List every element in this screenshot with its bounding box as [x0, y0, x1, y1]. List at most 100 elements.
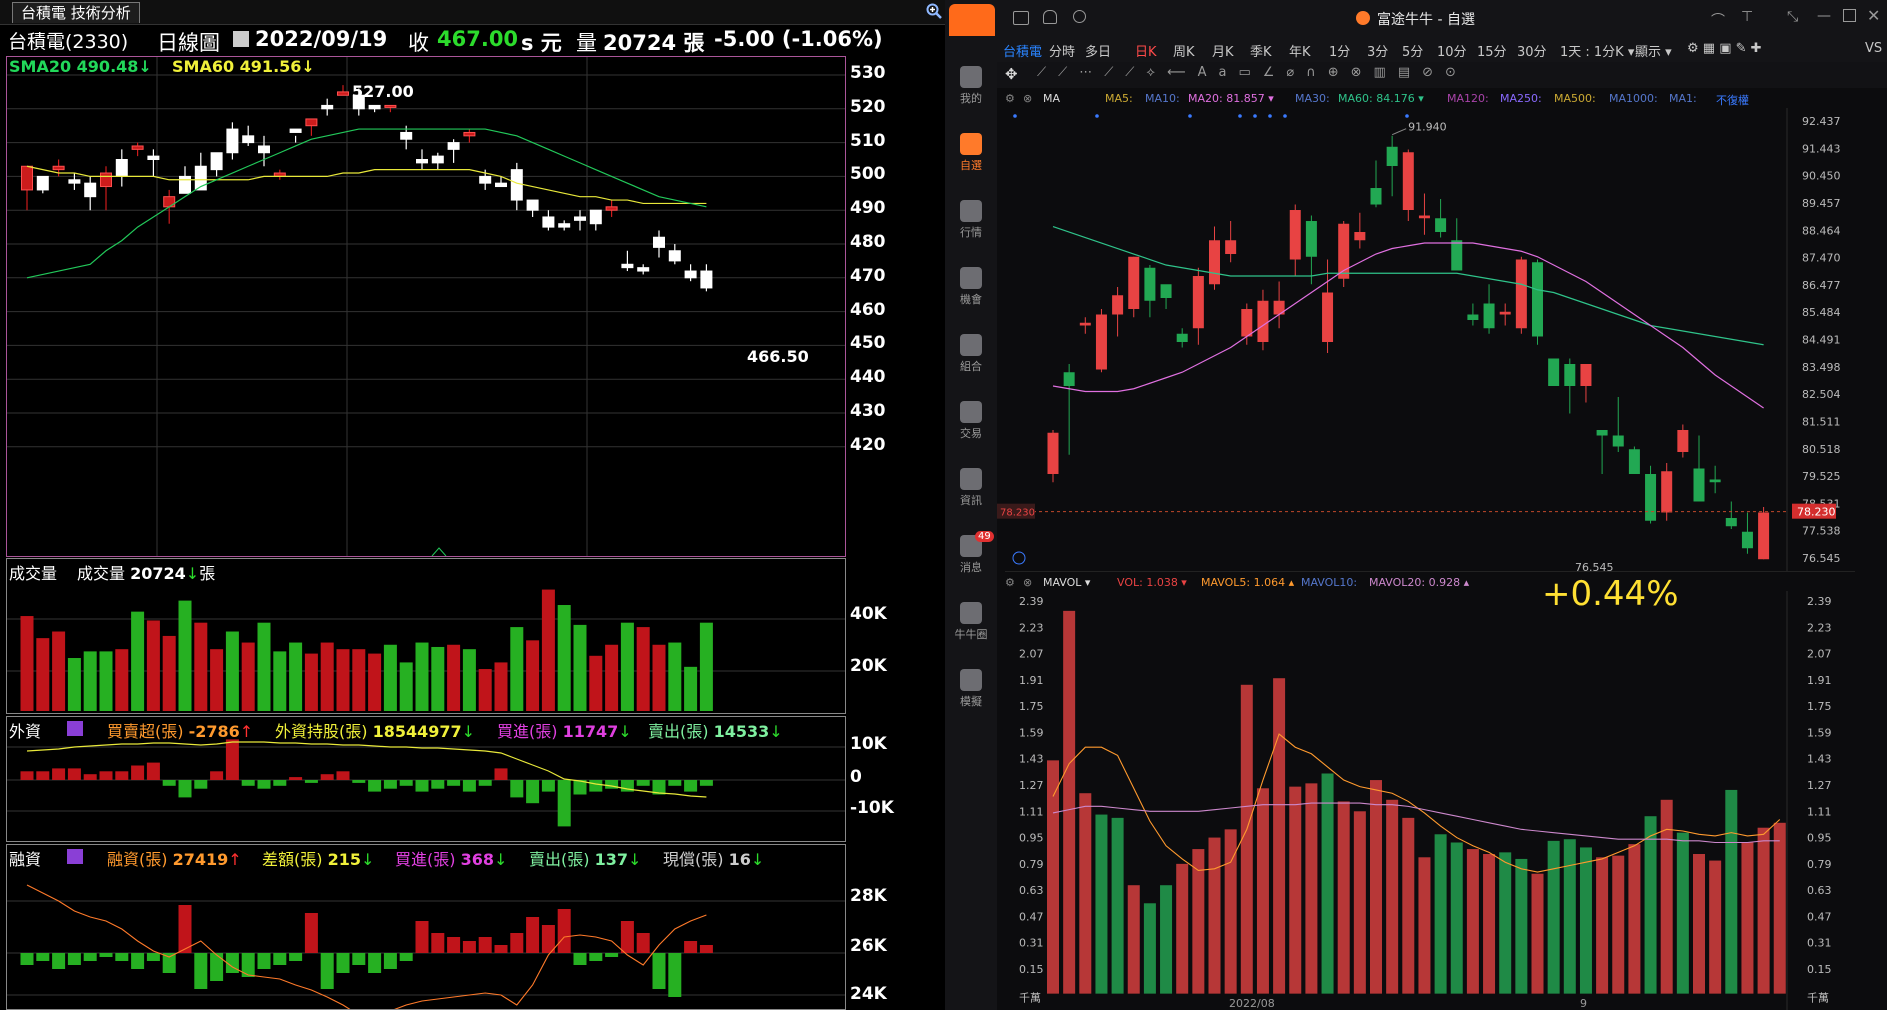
move-tool-icon[interactable]: ✥	[1005, 65, 1018, 83]
sidebar-item-trend[interactable]: 行情	[945, 200, 997, 240]
shirt-icon[interactable]: ⊤	[1741, 9, 1754, 25]
foreign-bar	[494, 768, 508, 780]
settings-icon[interactable]: ⚙	[1005, 576, 1015, 589]
shrink-icon[interactable]: ⤡	[1787, 9, 1799, 25]
volume-bar	[1515, 858, 1528, 994]
tab-technical-analysis[interactable]: 台積電 技術分析	[12, 2, 140, 23]
sidebar-item-chart-bar[interactable]: 自選	[945, 133, 997, 173]
close-ma-icon[interactable]: ⊗	[1023, 92, 1033, 105]
tab-period-13[interactable]: 30分	[1517, 45, 1547, 60]
adjust-toggle[interactable]: 不復權	[1716, 94, 1749, 107]
minimize-icon[interactable]: —	[1817, 8, 1831, 24]
sidebar-item-funnel[interactable]: 機會	[945, 267, 997, 307]
candle	[1047, 432, 1059, 474]
sidebar-item-simulate[interactable]: 模擬	[945, 669, 997, 709]
tab-period-10[interactable]: 5分	[1402, 45, 1424, 60]
sidebar-item-label: 模擬	[960, 695, 982, 708]
bell-icon[interactable]	[1043, 10, 1057, 24]
menu-icon[interactable]	[1013, 11, 1029, 25]
volume-bar	[1418, 857, 1431, 994]
volume-tick-right: 1.59	[1807, 726, 1832, 739]
candle	[1741, 531, 1753, 549]
volume-bar	[541, 589, 555, 711]
candle	[574, 216, 586, 221]
current-price-right: 78.230	[1797, 506, 1836, 519]
dropdown-icon[interactable]	[233, 31, 249, 47]
drawing-tools[interactable]: ⟋⟋⋯⟋⟋⟡⟵Aa▭∠⌀∩⊕⊗▥▤⊘⊙	[1037, 65, 1468, 80]
sidebar-item-trade[interactable]: 交易	[945, 401, 997, 441]
candle-chart[interactable]: 92.437 91.443 90.450 89.457 88.464 87.470 86.4…	[997, 108, 1887, 571]
display-menu[interactable]: 顯示 ▾	[1635, 45, 1672, 60]
volume-bar	[383, 644, 397, 711]
list-icon[interactable]	[67, 721, 83, 736]
close-vol-icon[interactable]: ⊗	[1023, 576, 1033, 589]
list-icon[interactable]	[67, 849, 83, 864]
close-icon[interactable]: ✕	[1867, 6, 1881, 25]
margin-chart[interactable]	[7, 845, 845, 1009]
candle	[1095, 314, 1107, 370]
foreign-bar	[415, 780, 429, 792]
margin-bar	[510, 933, 524, 953]
sidebar-item-person[interactable]: 我的	[945, 66, 997, 106]
tab-period-6[interactable]: 季K	[1250, 45, 1272, 60]
price-tick: 84.491	[1802, 334, 1841, 347]
price-chart[interactable]: 527.00 466.50	[7, 57, 845, 556]
mavol-selector[interactable]: MAVOL ▾	[1043, 576, 1091, 589]
sidebar-item-news[interactable]: 資訊	[945, 468, 997, 508]
candle	[1645, 473, 1657, 521]
foreign-bar	[83, 774, 97, 780]
candle	[495, 182, 507, 188]
foreign-bar	[399, 780, 413, 786]
volume-chart[interactable]: 2.39 2.39 2.23 2.23 2.07 2.07 1.91 1.91 1.75 1.75…	[997, 591, 1887, 1010]
tab-period-12[interactable]: 15分	[1477, 45, 1507, 60]
tab-period-3[interactable]: 日K	[1135, 45, 1157, 60]
volume-bar	[1628, 844, 1641, 994]
zoom-icon[interactable]	[926, 3, 942, 19]
margin-bar	[478, 937, 492, 953]
stock-name-link[interactable]: 台積電	[1003, 45, 1043, 60]
event-dot	[1253, 114, 1257, 118]
x-axis-label: 2022/08	[1229, 997, 1275, 1010]
tab-period-7[interactable]: 年K	[1289, 45, 1311, 60]
foreign-chart[interactable]	[7, 717, 845, 841]
volume-tick-right: 2.39	[1807, 595, 1832, 608]
foreign-bar	[336, 771, 350, 780]
candle	[368, 104, 381, 110]
ma-selector[interactable]: MA	[1043, 92, 1061, 105]
tab-period-2[interactable]: 多日	[1085, 45, 1112, 60]
sidebar-item-community[interactable]: 牛牛圈	[945, 602, 997, 642]
sidebar-item-label: 我的	[960, 92, 982, 105]
tab-period-9[interactable]: 3分	[1367, 45, 1389, 60]
headset-icon[interactable]: ⌒	[1711, 13, 1725, 29]
tab-period-11[interactable]: 10分	[1437, 45, 1467, 60]
tab-period-8[interactable]: 1分	[1329, 45, 1351, 60]
margin-bar	[162, 953, 176, 973]
margin-bar	[336, 953, 350, 973]
settings-icon[interactable]: ⚙	[1005, 92, 1015, 105]
quote-date: 2022/09/19	[255, 27, 388, 51]
volume-tick-left: 1.59	[1019, 726, 1044, 739]
person-icon	[960, 66, 982, 88]
tab-period-4[interactable]: 周K	[1173, 45, 1195, 60]
ma30-label: MA30:	[1295, 92, 1330, 105]
volume-bar	[620, 622, 634, 711]
candle	[1322, 292, 1334, 343]
interval-selector[interactable]: 1天 : 1分K ▾	[1560, 45, 1635, 60]
margin-bar	[289, 953, 303, 961]
mavol10-label: MAVOL10:	[1301, 576, 1358, 589]
foreign-bar	[20, 771, 34, 780]
tab-period-1[interactable]: 分時	[1049, 45, 1076, 60]
tab-period-5[interactable]: 月K	[1212, 45, 1234, 60]
vs-compare[interactable]: VS FI	[1865, 41, 1887, 56]
sidebar-item-message[interactable]: 消息 49	[945, 531, 997, 575]
volume-panel: 成交量 成交量 20724↓張	[6, 558, 846, 714]
sidebar-item-pie[interactable]: 組合	[945, 334, 997, 374]
chart-tools[interactable]: ⚙ ▦ ▣ ✎ ✚	[1687, 41, 1762, 56]
close-price: 467.00	[437, 27, 519, 51]
volume-chart[interactable]	[7, 559, 845, 713]
candle	[1370, 188, 1382, 205]
sma20-line	[26, 128, 707, 279]
maximize-icon[interactable]	[1843, 9, 1856, 22]
search-icon[interactable]	[1073, 10, 1086, 23]
candle	[352, 94, 365, 110]
